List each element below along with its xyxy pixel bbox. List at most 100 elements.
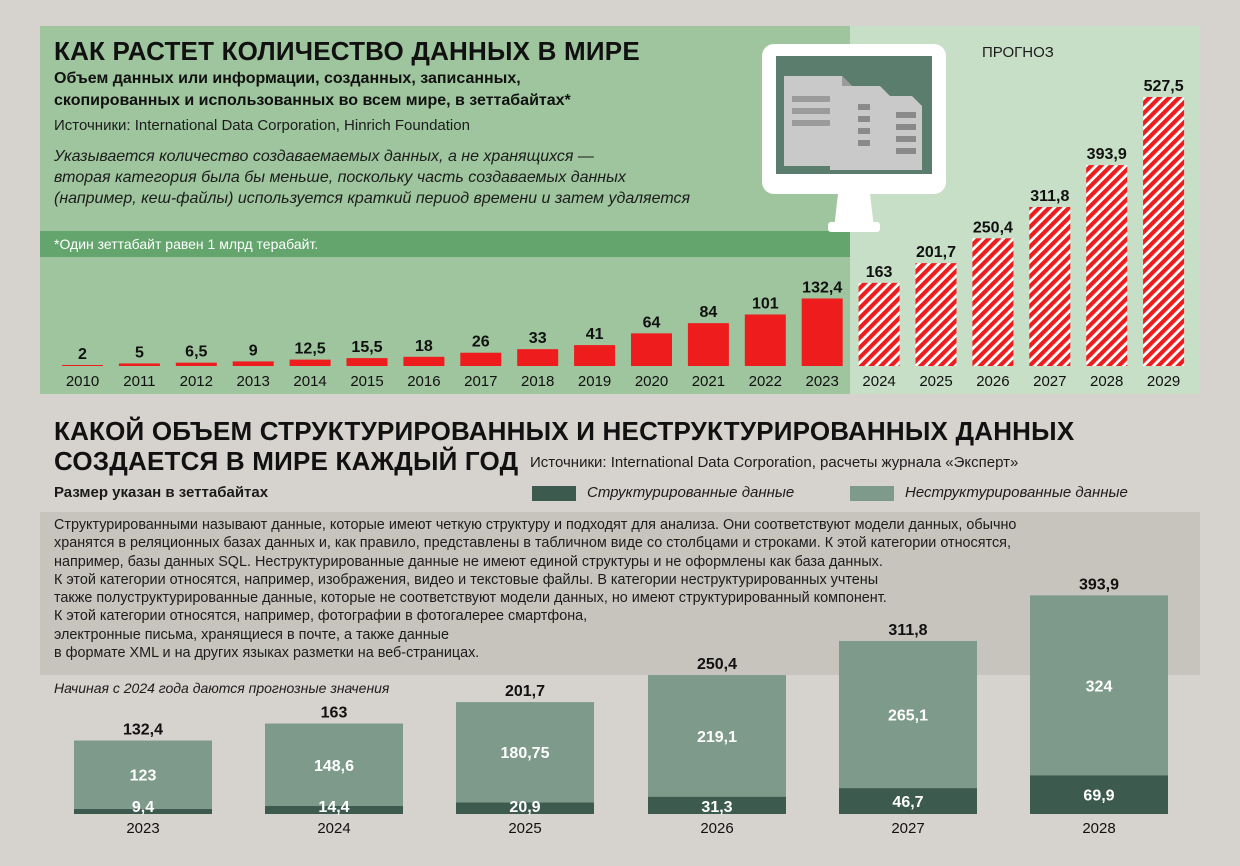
note-line-1: Указывается количество создаваемаемых да… — [54, 148, 594, 165]
unstructured-value-label: 123 — [130, 768, 157, 785]
forecast-bar — [1086, 165, 1128, 366]
x-tick-label: 2027 — [1033, 373, 1066, 390]
total-value-label: 132,4 — [123, 722, 163, 739]
bar-value-label: 6,5 — [185, 344, 207, 361]
description-line: К этой категории относятся, например, из… — [54, 571, 879, 588]
description-line: например, базы данных SQL. Неструктуриро… — [54, 553, 883, 570]
description-line: К этой категории относятся, например, фо… — [54, 608, 588, 625]
bar-value-label: 250,4 — [973, 219, 1013, 236]
bar-value-label: 64 — [643, 314, 661, 331]
bar — [687, 323, 729, 366]
top-chart-title: КАК РАСТЕТ КОЛИЧЕСТВО ДАННЫХ В МИРЕ — [54, 36, 640, 66]
x-tick-label: 2021 — [692, 373, 725, 390]
bar-value-label: 26 — [472, 334, 490, 351]
bar — [118, 363, 160, 366]
x-tick-label: 2016 — [407, 373, 440, 390]
x-tick-label: 2028 — [1090, 373, 1123, 390]
bar-value-label: 15,5 — [351, 339, 382, 356]
x-tick-label: 2023 — [806, 373, 839, 390]
description-line: Структурированными называют данные, кото… — [54, 517, 1017, 533]
bar — [289, 359, 331, 366]
bar-value-label: 132,4 — [802, 279, 842, 296]
x-tick-label: 2025 — [919, 373, 952, 390]
description-line: хранятся в реляционных базах данных и, к… — [54, 535, 1011, 552]
footnote-text: *Один зеттабайт равен 1 млрд терабайт. — [54, 236, 319, 252]
bar — [517, 349, 559, 366]
unstructured-value-label: 324 — [1086, 678, 1113, 695]
x-tick-label: 2010 — [66, 373, 99, 390]
unstructured-value-label: 265,1 — [888, 708, 928, 725]
note-line-3: (например, кеш-файлы) используется кратк… — [54, 190, 691, 207]
x-tick-label: 2026 — [700, 820, 733, 837]
structured-value-label: 9,4 — [132, 799, 154, 816]
structured-value-label: 20,9 — [509, 799, 540, 816]
bar-value-label: 41 — [586, 326, 604, 343]
description-line: в формате XML и на других языках разметк… — [54, 645, 480, 662]
bar — [631, 333, 672, 366]
structured-segment — [456, 802, 594, 814]
bar-value-label: 311,8 — [1030, 188, 1069, 205]
total-value-label: 250,4 — [697, 656, 737, 673]
unstructured-value-label: 148,6 — [314, 758, 354, 775]
bar — [801, 298, 843, 366]
bottom-chart-title-line-1: КАКОЙ ОБЪЕМ СТРУКТУРИРОВАННЫХ И НЕСТРУКТ… — [54, 416, 1075, 446]
total-value-label: 311,8 — [888, 622, 927, 639]
bar — [403, 356, 445, 366]
top-chart-panel: *Один зеттабайт равен 1 млрд терабайт. К… — [40, 26, 1200, 394]
bar — [460, 352, 502, 366]
bar-value-label: 163 — [866, 264, 893, 281]
size-note: Размер указан в зеттабайтах — [54, 484, 269, 501]
top-bar-chart: 2 2010 5 2011 6,5 2012 9 2013 12,5 2014 15,5 2015 18… — [62, 78, 1185, 390]
structured-value-label: 69,9 — [1083, 788, 1114, 805]
bar-value-label: 84 — [700, 304, 718, 321]
bottom-chart-title-line-2: СОЗДАЕТСЯ В МИРЕ КАЖДЫЙ ГОД — [54, 446, 519, 476]
x-tick-label: 2015 — [350, 373, 383, 390]
bar — [175, 362, 217, 366]
structured-value-label: 14,4 — [318, 799, 349, 816]
bar — [574, 345, 616, 366]
x-tick-label: 2011 — [123, 373, 155, 390]
x-tick-label: 2014 — [293, 373, 326, 390]
unstructured-segment — [265, 723, 403, 807]
bar-value-label: 33 — [529, 330, 547, 347]
total-value-label: 201,7 — [505, 683, 545, 700]
top-chart-note: Указывается количество создаваемаемых да… — [54, 146, 690, 209]
forecast-note: Начиная с 2024 года даются прогнозные зн… — [54, 680, 390, 696]
x-tick-label: 2027 — [891, 820, 924, 837]
forecast-bar — [972, 238, 1014, 366]
bar — [744, 314, 786, 366]
subtitle-line-1: Объем данных или информации, созданных, … — [54, 70, 521, 87]
total-value-label: 163 — [321, 705, 348, 722]
bottom-chart-source: Источники: International Data Corporatio… — [530, 454, 1019, 471]
structured-value-label: 31,3 — [701, 799, 732, 816]
top-chart-source: Источники: International Data Corporatio… — [54, 117, 470, 134]
description-box — [40, 512, 1200, 675]
forecast-label: ПРОГНОЗ — [982, 44, 1054, 61]
x-tick-label: 2019 — [578, 373, 611, 390]
unstructured-segment — [456, 702, 594, 803]
x-tick-label: 2023 — [126, 820, 159, 837]
top-chart-subtitle: Объем данных или информации, созданных, … — [54, 68, 571, 112]
x-tick-label: 2024 — [862, 373, 895, 390]
x-tick-label: 2025 — [508, 820, 541, 837]
structured-segment — [648, 796, 786, 814]
bar-value-label: 18 — [415, 338, 433, 355]
computer-monitor-icon — [762, 44, 946, 232]
bar-value-label: 201,7 — [916, 244, 956, 261]
bar — [62, 364, 103, 366]
x-tick-label: 2020 — [635, 373, 668, 390]
structured-segment — [1030, 775, 1168, 814]
bar-value-label: 12,5 — [295, 341, 326, 358]
unstructured-segment — [648, 675, 786, 797]
description-text: Структурированными называют данные, кото… — [54, 516, 1016, 662]
legend-unstructured-label: Неструктурированные данные — [905, 484, 1128, 501]
x-tick-label: 2013 — [237, 373, 270, 390]
forecast-bar — [858, 282, 900, 366]
legend-unstructured-swatch — [850, 486, 894, 501]
structured-segment — [74, 808, 212, 814]
x-tick-label: 2026 — [976, 373, 1009, 390]
bar-value-label: 101 — [752, 295, 779, 312]
legend-structured-swatch — [532, 486, 576, 501]
footnote-strip: *Один зеттабайт равен 1 млрд терабайт. — [40, 231, 850, 257]
